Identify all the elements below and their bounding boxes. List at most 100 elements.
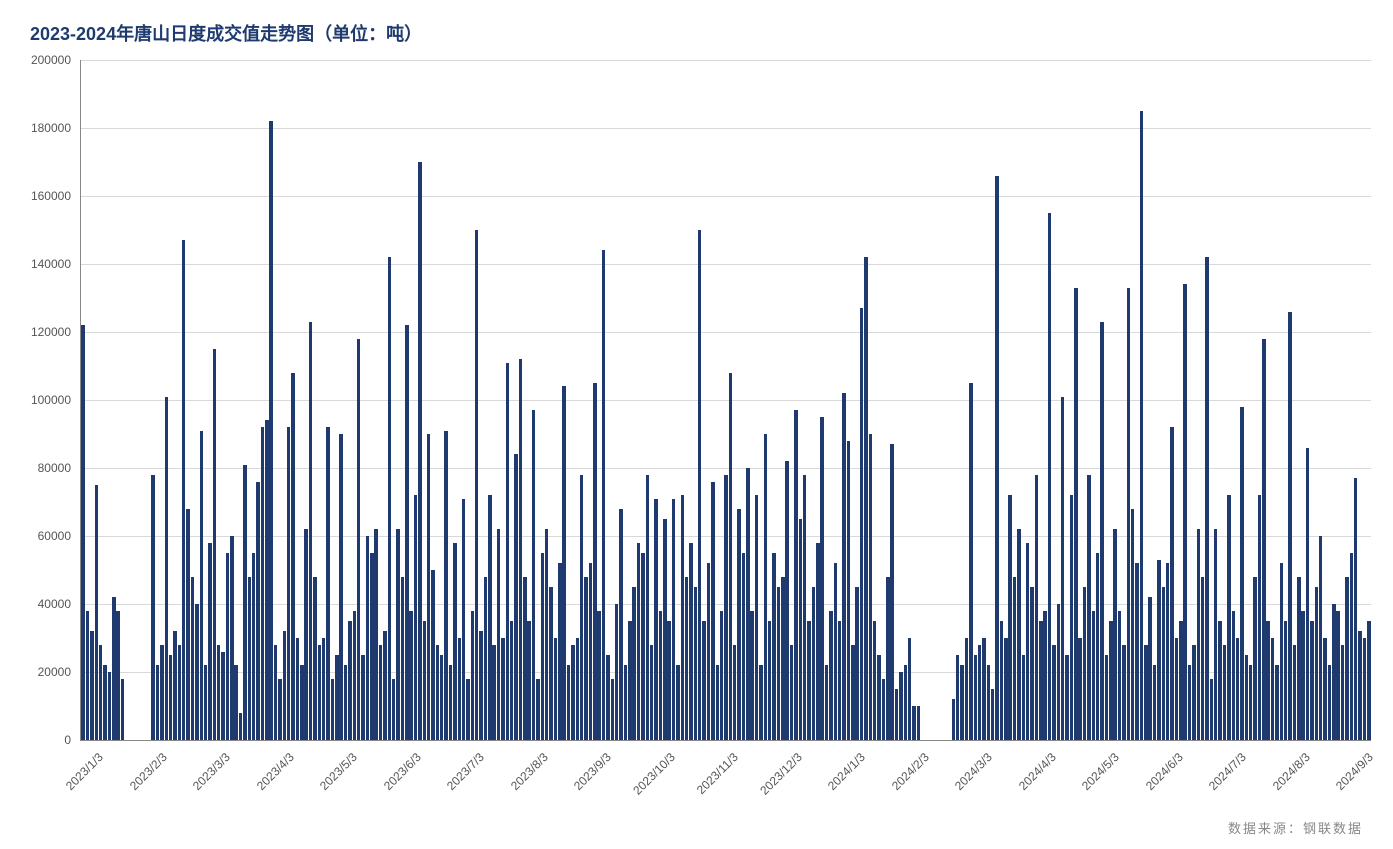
bar xyxy=(1240,407,1243,740)
bar xyxy=(353,611,356,740)
bar xyxy=(519,359,522,740)
bar xyxy=(501,638,504,740)
bar xyxy=(81,325,84,740)
bar xyxy=(103,665,106,740)
bar xyxy=(650,645,653,740)
bar xyxy=(746,468,749,740)
bar xyxy=(549,587,552,740)
bar xyxy=(1315,587,1318,740)
bar xyxy=(348,621,351,740)
bar xyxy=(851,645,854,740)
ytick-label: 20000 xyxy=(1,665,71,679)
bar xyxy=(877,655,880,740)
bar xyxy=(899,672,902,740)
bar xyxy=(685,577,688,740)
bar xyxy=(624,665,627,740)
bar xyxy=(855,587,858,740)
bar xyxy=(121,679,124,740)
ytick-label: 100000 xyxy=(1,393,71,407)
bar xyxy=(178,645,181,740)
bar xyxy=(409,611,412,740)
bar xyxy=(156,665,159,740)
bar xyxy=(1074,288,1077,740)
bar xyxy=(729,373,732,740)
bar xyxy=(401,577,404,740)
bar xyxy=(1297,577,1300,740)
gridline xyxy=(81,400,1371,401)
bar xyxy=(838,621,841,740)
bar xyxy=(226,553,229,740)
bar xyxy=(750,611,753,740)
bar xyxy=(567,665,570,740)
bar xyxy=(1306,448,1309,740)
bar xyxy=(1253,577,1256,740)
bar xyxy=(759,665,762,740)
bar xyxy=(322,638,325,740)
bar xyxy=(842,393,845,740)
bar xyxy=(1078,638,1081,740)
bar xyxy=(694,587,697,740)
bar xyxy=(510,621,513,740)
xtick-label: 2023/4/3 xyxy=(230,750,296,816)
bar xyxy=(1284,621,1287,740)
xtick-label: 2024/3/3 xyxy=(928,750,994,816)
bar xyxy=(1192,645,1195,740)
bar xyxy=(960,665,963,740)
bar xyxy=(440,655,443,740)
xtick-label: 2024/8/3 xyxy=(1246,750,1312,816)
bar xyxy=(313,577,316,740)
bar xyxy=(593,383,596,740)
bar xyxy=(379,645,382,740)
bar xyxy=(1350,553,1353,740)
bar xyxy=(611,679,614,740)
bar xyxy=(1170,427,1173,740)
xtick-label: 2023/8/3 xyxy=(484,750,550,816)
bar xyxy=(812,587,815,740)
bar xyxy=(667,621,670,740)
bar xyxy=(466,679,469,740)
bar xyxy=(388,257,391,740)
bar xyxy=(711,482,714,740)
bar xyxy=(536,679,539,740)
bar xyxy=(1083,587,1086,740)
xtick-label: 2023/5/3 xyxy=(293,750,359,816)
bar xyxy=(239,713,242,740)
bar xyxy=(436,645,439,740)
ytick-label: 180000 xyxy=(1,121,71,135)
bar xyxy=(458,638,461,740)
bar xyxy=(615,604,618,740)
bar xyxy=(1175,638,1178,740)
bar xyxy=(344,665,347,740)
bar xyxy=(991,689,994,740)
xtick-label: 2023/3/3 xyxy=(166,750,232,816)
bar xyxy=(1100,322,1103,740)
xtick-label: 2023/11/3 xyxy=(674,750,740,816)
bar xyxy=(444,431,447,740)
bar xyxy=(860,308,863,740)
bar xyxy=(1336,611,1339,740)
bar xyxy=(1275,665,1278,740)
bar xyxy=(1070,495,1073,740)
bar xyxy=(716,665,719,740)
bar xyxy=(904,665,907,740)
bar xyxy=(720,611,723,740)
bar xyxy=(681,495,684,740)
bar xyxy=(173,631,176,740)
xtick-label: 2024/4/3 xyxy=(992,750,1058,816)
bar xyxy=(632,587,635,740)
bar xyxy=(554,638,557,740)
bar xyxy=(383,631,386,740)
bar xyxy=(1197,529,1200,740)
bar xyxy=(1039,621,1042,740)
bar xyxy=(1148,597,1151,740)
bar xyxy=(873,621,876,740)
chart-area: 0200004000060000800001000001200001400001… xyxy=(80,60,1370,740)
bar xyxy=(1341,645,1344,740)
bar xyxy=(1052,645,1055,740)
bar xyxy=(1048,213,1051,740)
xtick-label: 2023/2/3 xyxy=(103,750,169,816)
bar xyxy=(296,638,299,740)
bar xyxy=(1057,604,1060,740)
bar xyxy=(1345,577,1348,740)
bar xyxy=(1280,563,1283,740)
